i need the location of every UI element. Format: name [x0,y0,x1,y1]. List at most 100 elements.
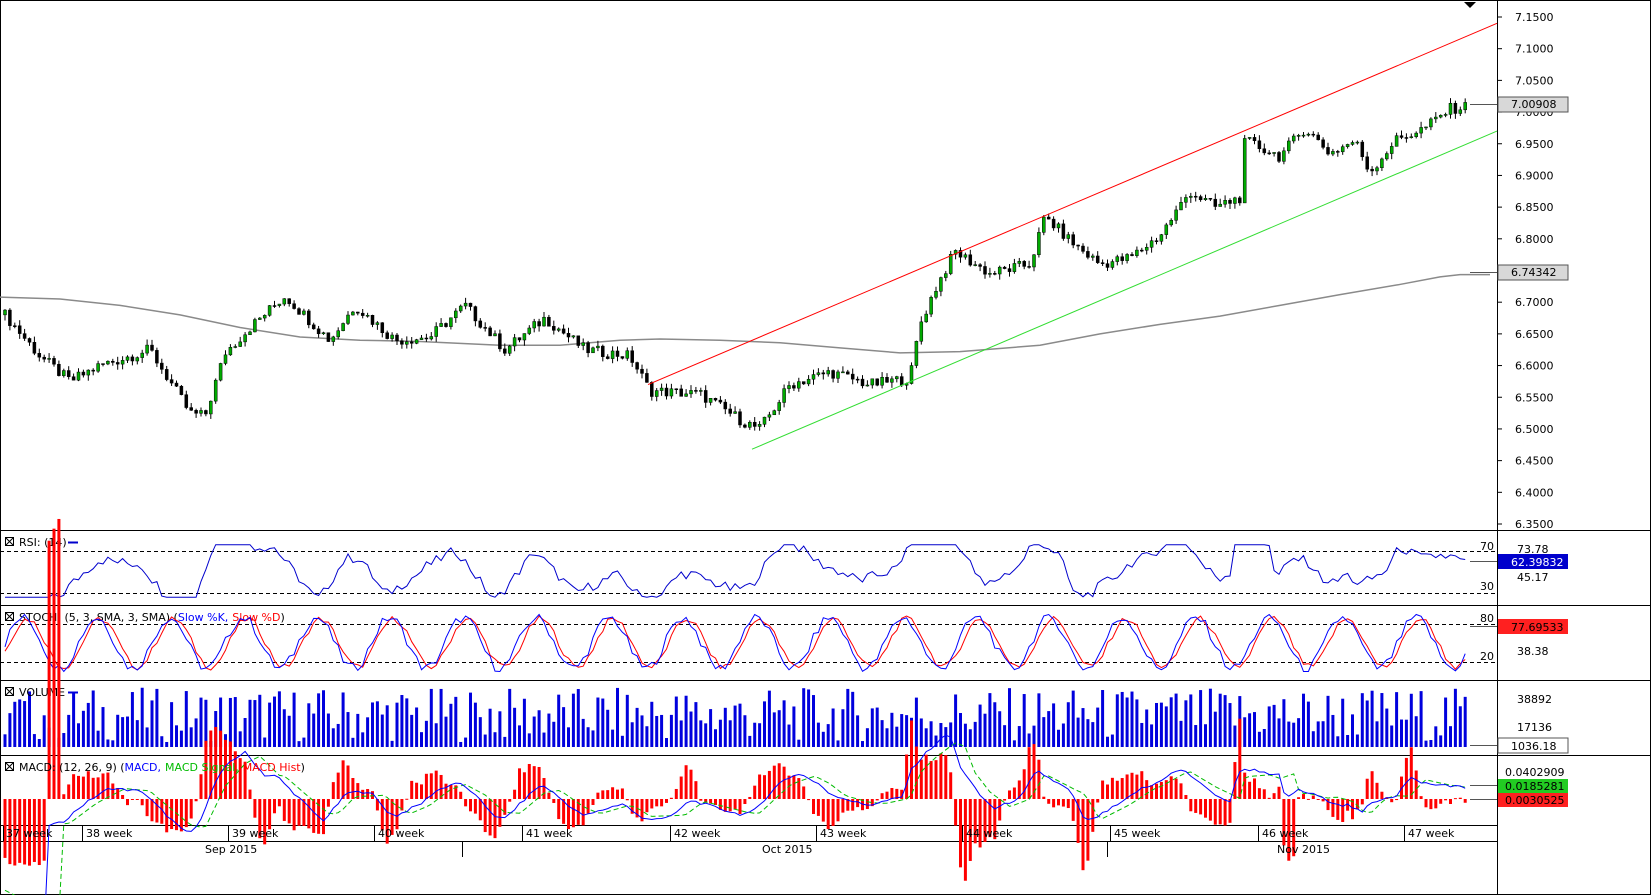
macd-hist-bar [1184,795,1188,799]
macd-hist-bar [1297,797,1301,799]
macd-hist-bar [238,758,242,799]
candle-body [76,371,81,381]
macd-hist-bar [1380,791,1384,799]
candle-body [703,390,708,403]
macd-hist-bar [1189,799,1193,812]
volume-bar [503,736,507,747]
candle-body [772,410,777,416]
candle-body [1306,133,1311,136]
macd-hist-bar [851,799,855,811]
volume-bar [273,696,276,747]
macd-hist-bar [542,778,546,799]
macd-hist-bar [81,776,85,799]
macd-hist-bar [219,730,223,799]
candle-body [831,370,835,379]
macd-hist-bar [537,767,541,799]
volume-bar [1032,725,1036,747]
macd-hist-bar [1326,799,1330,811]
candle-body [277,303,282,306]
week-label-40: 40 week [378,827,425,840]
macd-hist-bar [1101,780,1105,799]
macd-hist-bar [1061,799,1065,807]
candle-body [360,312,365,316]
candle-body [1434,116,1438,120]
macd-hist-bar [326,799,330,807]
price-tick-label: 7.1500 [1515,11,1554,24]
candle-body [517,337,522,341]
candle-body [870,378,875,386]
macd-hist-bar [135,799,139,800]
candle-body [816,372,821,375]
volume-bar [655,715,659,747]
macd-hist-bar [557,799,561,820]
candle-body [591,347,595,354]
candle-body [209,400,213,415]
macd-hist-bar [836,799,840,822]
rsi-max-label: 73.78 [1517,543,1549,556]
volume-bar [1061,723,1065,747]
macd-hist-bar [802,786,806,799]
candle-body [939,277,943,292]
scroll-marker-icon[interactable] [1464,2,1476,8]
candle-body [169,379,174,384]
volume-bar [1453,688,1457,747]
volume-bar [1287,721,1291,747]
macd-hist-bar [1287,799,1291,861]
candle-body [507,345,512,354]
volume-bar [1228,703,1232,747]
candle-body [414,339,419,344]
ma-value: 6.74342 [1511,266,1557,279]
macd-hist-bar [424,773,428,799]
candle-body [684,393,688,397]
volume-bar [1277,718,1281,747]
macd-hist-bar [1365,778,1369,799]
candle-body [1189,195,1193,198]
volume-bar [542,732,546,747]
volume-value: 1036.18 [1511,740,1557,753]
volume-bar [978,704,982,747]
rsi-line [5,544,1466,598]
macd-hist-bar [28,799,31,866]
candle-body [620,356,625,359]
candle-body [1159,234,1164,242]
volume-bar [77,723,80,747]
candle-body [47,358,51,360]
volume-bar [331,728,335,747]
volume-bar [1360,693,1364,747]
candle-body [797,381,801,389]
volume-bar [326,713,330,747]
macd-hist-bar [258,799,262,839]
candle-body [552,326,556,331]
candle-body [57,363,61,376]
volume-bar [375,701,379,747]
macd-hist-bar [32,799,36,862]
volume-bar [429,688,433,747]
macd-hist-bar [968,799,972,861]
macd-hist-bar [1404,757,1408,799]
volume-bar [527,733,531,747]
macd-hist-bar [52,528,56,799]
macd-hist-bar [385,799,389,844]
candle-body [669,388,674,397]
price-tick-label: 6.4000 [1515,486,1554,499]
candle-body [708,398,713,403]
macd-hist-bar [875,799,879,801]
candle-body [444,323,448,327]
candle-body [27,338,32,343]
macd-hist-bar [1164,780,1168,799]
macd-hist-bar [390,799,394,835]
macd-hist-bar [959,799,962,868]
volume-bar [728,720,732,747]
volume-bar [792,706,796,747]
volume-bar [1150,724,1154,747]
macd-hist-bar [469,799,472,812]
volume-bar [356,713,360,747]
candle-body [409,341,414,344]
macd-hist-bar [155,799,159,823]
macd-hist-bar [130,799,134,800]
macd-hist-bar [748,796,752,799]
volume-bar [1155,702,1158,747]
stoch-k-label: Slow %K, [178,611,228,624]
macd-hist-bar [905,754,909,799]
candle-body [787,385,791,389]
